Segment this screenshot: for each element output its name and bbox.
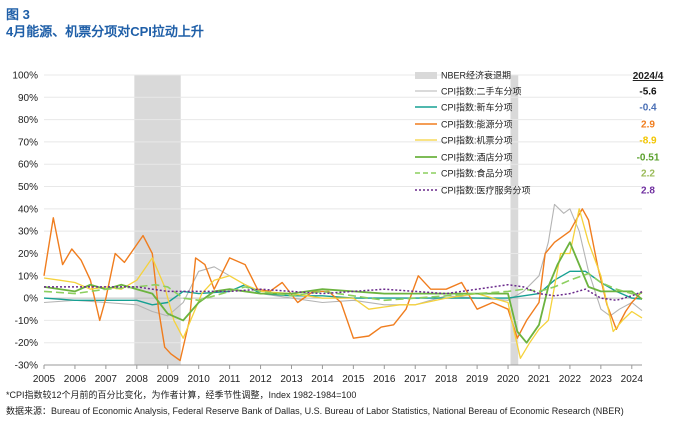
x-tick-label: 2018: [435, 374, 458, 385]
y-tick-label: -10%: [15, 316, 38, 327]
x-tick-label: 2017: [404, 374, 427, 385]
legend-label-used-cars: CPI指数:二手车分项: [441, 86, 522, 97]
chart-title: 4月能源、机票分项对CPI拉动上升: [6, 24, 204, 39]
legend-value-food: 2.2: [641, 169, 655, 180]
figure-label: 图 3: [6, 7, 30, 22]
x-tick-label: 2006: [64, 374, 87, 385]
legend-value-energy: 2.9: [641, 120, 655, 131]
x-tick-label: 2015: [342, 374, 365, 385]
x-tick-label: 2005: [33, 374, 56, 385]
y-tick-label: -20%: [15, 338, 38, 349]
series-food: [43, 272, 643, 302]
x-tick-label: 2021: [528, 374, 551, 385]
x-tick-label: 2013: [280, 374, 303, 385]
footnote: *CPI指数较12个月前的百分比变化，为作者计算，经季节性调整，Index 19…: [6, 390, 357, 400]
y-tick-label: 30%: [18, 227, 38, 238]
x-tick-label: 2011: [219, 374, 241, 385]
x-tick-label: 2024: [621, 374, 644, 385]
y-tick-label: -30%: [15, 361, 38, 372]
legend-label-food: CPI指数:食品分项: [441, 168, 513, 179]
y-tick-label: 100%: [12, 71, 38, 82]
y-tick-label: 20%: [18, 249, 38, 260]
recession-band: [510, 75, 519, 365]
x-tick-label: 2016: [373, 374, 396, 385]
y-tick-label: 40%: [18, 204, 38, 215]
source-note: 数据来源：Bureau of Economic Analysis, Federa…: [6, 406, 624, 416]
x-tick-label: 2020: [497, 374, 520, 385]
legend-label-hotel: CPI指数:酒店分项: [441, 152, 513, 163]
x-tick-label: 2008: [126, 374, 149, 385]
y-tick-label: 10%: [18, 271, 38, 282]
x-tick-label: 2009: [157, 374, 180, 385]
legend-swatch-nber: [415, 72, 437, 79]
y-tick-label: 50%: [18, 182, 38, 193]
legend-value-hotel: -0.51: [637, 153, 660, 164]
y-tick-label: 60%: [18, 160, 38, 171]
legend-value-new-cars: -0.4: [639, 103, 657, 114]
y-tick-label: 0%: [24, 294, 39, 305]
series-energy: [43, 208, 643, 362]
x-tick-label: 2023: [590, 374, 613, 385]
x-tick-label: 2014: [311, 374, 334, 385]
legend-label-nber: NBER经济衰退期: [441, 70, 511, 81]
legend-value-airfare: -8.9: [639, 136, 657, 147]
legend-value-medical: 2.8: [641, 186, 655, 197]
x-tick-label: 2022: [559, 374, 582, 385]
x-tick-label: 2007: [95, 374, 118, 385]
series-medical: [44, 283, 643, 302]
series-airfare: [43, 208, 643, 359]
y-tick-label: 70%: [18, 137, 38, 148]
legend-label-airfare: CPI指数:机票分项: [441, 135, 513, 146]
legend-label-medical: CPI指数:医疗服务分项: [441, 185, 531, 196]
legend-header: 2024/4: [633, 71, 664, 82]
y-tick-label: 80%: [18, 115, 38, 126]
x-tick-label: 2012: [249, 374, 272, 385]
legend-label-new-cars: CPI指数:新车分项: [441, 102, 513, 113]
y-tick-label: 90%: [18, 93, 38, 104]
legend-label-energy: CPI指数:能源分项: [441, 119, 513, 130]
x-tick-label: 2019: [466, 374, 489, 385]
legend-value-used-cars: -5.6: [639, 87, 657, 98]
x-tick-label: 2010: [188, 374, 211, 385]
series-hotel: [43, 241, 643, 344]
